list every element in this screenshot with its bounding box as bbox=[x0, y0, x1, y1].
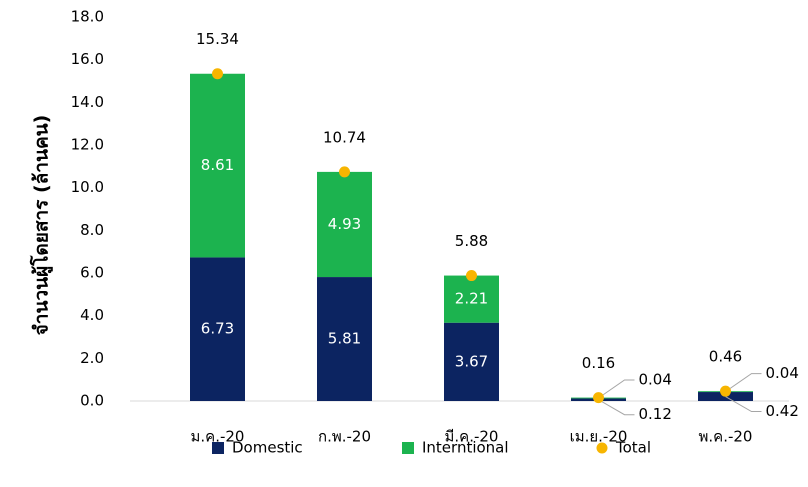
y-tick-label: 6.0 bbox=[80, 264, 104, 282]
x-tick-label: มี.ค.-20 bbox=[445, 428, 499, 446]
leader-line bbox=[725, 396, 762, 413]
bar-segment bbox=[190, 73, 245, 258]
total-dot bbox=[720, 385, 731, 397]
y-tick-label: 2.0 bbox=[80, 349, 104, 367]
data-label: 0.42 bbox=[766, 402, 799, 420]
data-label: 0.04 bbox=[766, 364, 799, 382]
y-axis-label: จำนวนผู้โดยสาร (ล้านคน) bbox=[30, 115, 54, 336]
leader-line bbox=[725, 373, 762, 393]
leader-line bbox=[598, 379, 635, 399]
y-tick-label: 18.0 bbox=[71, 8, 104, 26]
y-tick-label: 14.0 bbox=[71, 93, 104, 111]
total-label: 0.46 bbox=[709, 348, 742, 366]
y-tick-label: 8.0 bbox=[80, 221, 104, 239]
data-label: 5.81 bbox=[328, 330, 361, 348]
y-tick-label: 16.0 bbox=[71, 50, 104, 68]
bar-segment bbox=[444, 275, 499, 323]
data-label: 6.73 bbox=[201, 320, 234, 338]
legend-marker bbox=[596, 442, 608, 454]
data-label: 3.67 bbox=[455, 352, 488, 370]
bar-segment bbox=[444, 322, 499, 401]
leader-line bbox=[598, 399, 635, 416]
y-tick-label: 10.0 bbox=[71, 178, 104, 196]
x-tick-label: พ.ค.-20 bbox=[699, 428, 753, 446]
bar-segment bbox=[317, 171, 372, 278]
legend-label: Total bbox=[615, 439, 651, 457]
data-label: 0.12 bbox=[639, 405, 672, 423]
legend-marker bbox=[402, 442, 414, 454]
total-dot bbox=[593, 392, 604, 404]
x-tick-label: ม.ค.-20 bbox=[191, 428, 245, 446]
total-label: 0.16 bbox=[582, 354, 615, 372]
y-tick-label: 0.0 bbox=[80, 392, 104, 410]
x-tick-label: เม.ย.-20 bbox=[570, 428, 628, 446]
bar-segment bbox=[190, 257, 245, 401]
legend-label: Interntional bbox=[422, 439, 509, 457]
bar-segment bbox=[317, 277, 372, 401]
legend-label: Domestic bbox=[232, 439, 303, 457]
total-label: 5.88 bbox=[455, 232, 488, 250]
data-label: 8.61 bbox=[201, 156, 234, 174]
total-dot bbox=[212, 68, 223, 80]
legend-marker bbox=[212, 442, 224, 454]
y-tick-label: 12.0 bbox=[71, 136, 104, 154]
y-tick-label: 4.0 bbox=[80, 306, 104, 324]
data-label: 0.04 bbox=[639, 371, 672, 389]
total-label: 10.74 bbox=[323, 128, 366, 146]
total-dot bbox=[339, 166, 350, 178]
x-tick-label: ก.พ.-20 bbox=[318, 428, 371, 446]
data-label: 4.93 bbox=[328, 215, 361, 233]
total-dot bbox=[466, 270, 477, 282]
total-label: 15.34 bbox=[196, 30, 239, 48]
data-label: 2.21 bbox=[455, 290, 488, 308]
